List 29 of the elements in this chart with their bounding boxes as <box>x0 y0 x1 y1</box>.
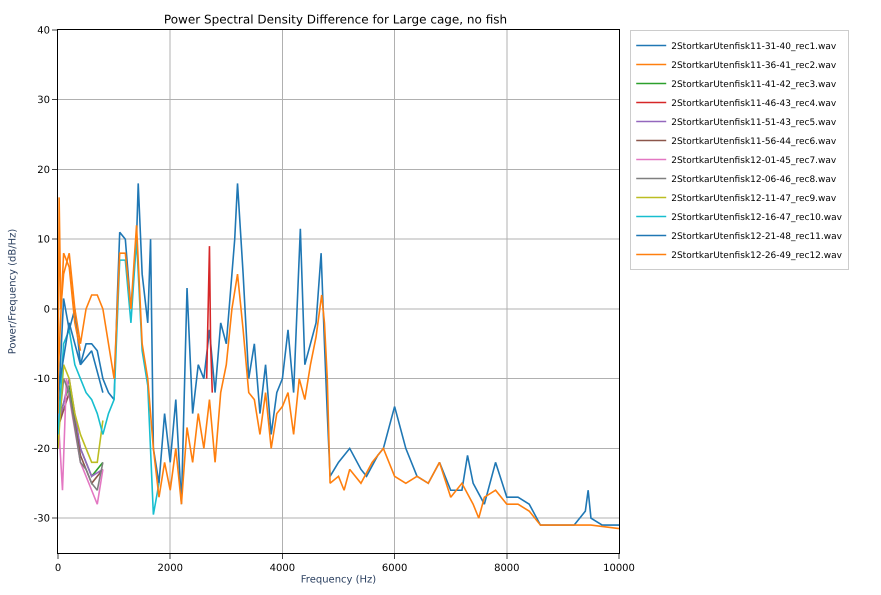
legend-label: 2StortkarUtenfisk12-21-48_rec11.wav <box>671 232 843 242</box>
y-tick-label: 40 <box>37 26 50 36</box>
x-tick-label: 10000 <box>603 563 635 574</box>
y-tick-label: -10 <box>34 374 50 386</box>
y-tick-label: 20 <box>37 164 50 176</box>
legend-label: 2StortkarUtenfisk11-36-41_rec2.wav <box>671 61 837 72</box>
legend-label: 2StortkarUtenfisk11-31-40_rec1.wav <box>671 42 837 52</box>
y-axis-title: Power/Frequency (dB/Hz) <box>8 228 19 354</box>
legend-label: 2StortkarUtenfisk11-41-42_rec3.wav <box>671 80 837 90</box>
chart-title: Power Spectral Density Difference for Large cage, no fish <box>164 12 508 26</box>
x-tick-label: 0 <box>54 563 62 574</box>
legend-label: 2StortkarUtenfisk12-16-47_rec10.wav <box>671 213 843 224</box>
x-tick-label: 8000 <box>494 563 520 574</box>
x-tick-label: 2000 <box>157 563 183 574</box>
legend-label: 2StortkarUtenfisk11-51-43_rec5.wav <box>671 118 837 128</box>
y-tick-label: -30 <box>34 514 50 525</box>
legend-label: 2StortkarUtenfisk11-46-43_rec4.wav <box>671 99 837 110</box>
legend-label: 2StortkarUtenfisk11-56-44_rec6.wav <box>671 137 837 148</box>
y-tick-label: 0 <box>44 304 50 316</box>
y-tick-label: 10 <box>37 234 50 246</box>
legend-label: 2StortkarUtenfisk12-01-45_rec7.wav <box>671 156 837 166</box>
x-tick-label: 6000 <box>382 563 408 574</box>
x-tick-label: 4000 <box>270 563 296 574</box>
legend-label: 2StortkarUtenfisk12-11-47_rec9.wav <box>671 194 837 204</box>
x-axis-title: Frequency (Hz) <box>300 574 376 586</box>
legend-label: 2StortkarUtenfisk12-26-49_rec12.wav <box>671 251 843 262</box>
y-tick-label: -20 <box>34 444 50 455</box>
legend-label: 2StortkarUtenfisk12-06-46_rec8.wav <box>671 175 837 186</box>
y-tick-label: 30 <box>37 95 50 106</box>
